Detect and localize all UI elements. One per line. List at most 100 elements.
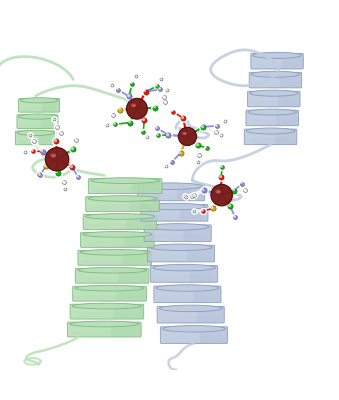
Ellipse shape (88, 205, 157, 212)
Ellipse shape (143, 214, 205, 221)
FancyBboxPatch shape (246, 110, 298, 126)
Ellipse shape (163, 326, 225, 332)
FancyBboxPatch shape (80, 232, 154, 247)
FancyBboxPatch shape (200, 327, 227, 343)
Ellipse shape (80, 250, 149, 255)
Ellipse shape (91, 187, 159, 194)
Ellipse shape (143, 203, 206, 210)
Ellipse shape (246, 128, 295, 134)
FancyBboxPatch shape (244, 129, 297, 145)
Ellipse shape (17, 138, 55, 145)
Ellipse shape (253, 52, 301, 58)
Ellipse shape (83, 232, 152, 237)
Ellipse shape (83, 241, 152, 248)
FancyBboxPatch shape (187, 246, 214, 262)
Ellipse shape (73, 312, 141, 319)
Ellipse shape (216, 190, 221, 194)
Ellipse shape (85, 214, 154, 219)
Ellipse shape (251, 71, 300, 77)
FancyBboxPatch shape (157, 306, 224, 323)
FancyBboxPatch shape (86, 197, 159, 212)
Ellipse shape (21, 106, 58, 112)
Ellipse shape (153, 264, 216, 271)
Ellipse shape (156, 285, 219, 291)
FancyBboxPatch shape (247, 91, 300, 107)
FancyBboxPatch shape (280, 73, 301, 88)
FancyBboxPatch shape (116, 286, 146, 301)
FancyBboxPatch shape (197, 307, 224, 323)
FancyBboxPatch shape (141, 204, 208, 221)
FancyBboxPatch shape (67, 322, 141, 337)
Ellipse shape (146, 224, 209, 230)
Ellipse shape (184, 133, 186, 135)
FancyBboxPatch shape (154, 286, 221, 303)
FancyBboxPatch shape (119, 269, 148, 283)
Ellipse shape (250, 100, 298, 107)
Ellipse shape (252, 81, 299, 88)
Ellipse shape (70, 330, 138, 337)
Ellipse shape (160, 316, 222, 323)
FancyBboxPatch shape (111, 322, 141, 337)
FancyBboxPatch shape (124, 233, 154, 247)
Ellipse shape (153, 275, 215, 282)
FancyBboxPatch shape (138, 184, 205, 201)
FancyBboxPatch shape (177, 184, 204, 200)
Ellipse shape (133, 105, 135, 107)
Circle shape (178, 127, 197, 146)
Ellipse shape (140, 193, 202, 201)
FancyBboxPatch shape (73, 286, 146, 301)
Ellipse shape (140, 183, 202, 190)
Ellipse shape (86, 223, 154, 230)
FancyBboxPatch shape (193, 286, 221, 302)
FancyBboxPatch shape (281, 54, 303, 69)
FancyBboxPatch shape (78, 250, 152, 265)
Ellipse shape (19, 122, 56, 128)
Ellipse shape (253, 62, 301, 69)
Ellipse shape (19, 114, 56, 119)
Ellipse shape (147, 234, 208, 242)
FancyBboxPatch shape (249, 72, 302, 88)
Ellipse shape (157, 295, 218, 303)
FancyBboxPatch shape (42, 99, 59, 112)
FancyBboxPatch shape (75, 268, 149, 283)
FancyBboxPatch shape (275, 129, 297, 144)
Ellipse shape (246, 138, 295, 145)
Ellipse shape (131, 104, 136, 107)
FancyBboxPatch shape (132, 179, 162, 193)
Ellipse shape (70, 321, 139, 327)
Ellipse shape (78, 267, 146, 273)
Ellipse shape (182, 132, 187, 135)
FancyBboxPatch shape (17, 115, 58, 128)
FancyBboxPatch shape (278, 92, 300, 106)
Ellipse shape (75, 285, 144, 291)
FancyBboxPatch shape (251, 54, 303, 69)
Ellipse shape (53, 155, 55, 157)
Ellipse shape (248, 119, 296, 126)
Ellipse shape (159, 305, 222, 312)
Ellipse shape (91, 178, 160, 184)
FancyBboxPatch shape (39, 131, 56, 144)
Ellipse shape (217, 191, 220, 193)
Ellipse shape (127, 104, 150, 116)
Ellipse shape (73, 303, 141, 309)
Ellipse shape (150, 254, 212, 262)
Ellipse shape (51, 154, 56, 158)
FancyBboxPatch shape (129, 197, 159, 211)
Circle shape (211, 184, 233, 206)
FancyBboxPatch shape (151, 266, 218, 282)
Ellipse shape (163, 336, 225, 344)
FancyBboxPatch shape (19, 98, 60, 112)
Ellipse shape (149, 244, 212, 250)
Ellipse shape (250, 90, 298, 96)
FancyBboxPatch shape (183, 225, 211, 241)
FancyBboxPatch shape (190, 266, 217, 282)
FancyBboxPatch shape (70, 304, 144, 319)
FancyBboxPatch shape (121, 251, 151, 265)
FancyBboxPatch shape (277, 110, 298, 125)
Ellipse shape (88, 196, 157, 201)
Ellipse shape (46, 154, 72, 168)
FancyBboxPatch shape (144, 225, 211, 242)
FancyBboxPatch shape (126, 215, 157, 229)
FancyBboxPatch shape (41, 115, 58, 128)
Ellipse shape (179, 132, 199, 143)
